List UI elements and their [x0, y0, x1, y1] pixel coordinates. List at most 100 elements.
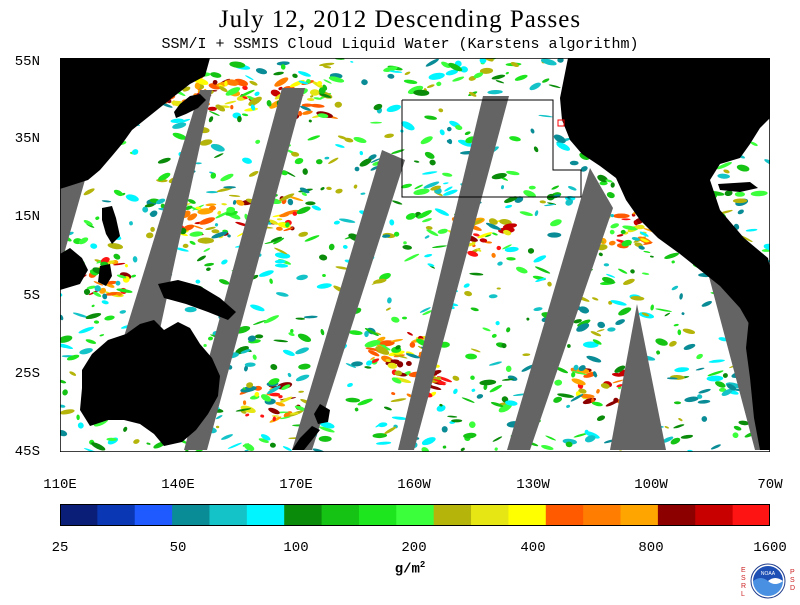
land-asia [60, 58, 210, 189]
lat-label-55n: 55N [14, 54, 40, 70]
cloud-patch [470, 375, 475, 380]
cloud-patch [211, 229, 220, 234]
cloud-patch [269, 442, 276, 448]
cloud-patch [212, 79, 218, 85]
cloud-patch [334, 101, 342, 108]
cloud-patch [519, 211, 533, 216]
colorbar-label-200: 200 [401, 540, 427, 556]
cloud-patch [144, 203, 155, 208]
cloud-patch [406, 360, 412, 367]
cloud-patch [294, 158, 304, 165]
cloud-patch [577, 319, 591, 327]
cloud-patch [673, 424, 685, 429]
cloud-patch [285, 222, 290, 228]
cloud-patch [393, 354, 408, 359]
cloud-patch [228, 194, 241, 197]
land-philippines [102, 206, 120, 244]
land-new-zealand-south [292, 426, 320, 450]
map-title: July 12, 2012 Descending Passes [218, 6, 582, 33]
cloud-patch [323, 65, 332, 69]
cloud-patch [664, 252, 679, 260]
land-japan [174, 94, 206, 118]
cloud-patch [715, 381, 726, 388]
cloud-patch [717, 173, 730, 179]
cloud-patch [491, 172, 507, 180]
cloud-patch [333, 220, 340, 225]
cloud-patch [85, 312, 102, 320]
cloud-patch [402, 316, 407, 320]
cloud-patch [214, 223, 219, 227]
cloud-patch [578, 306, 590, 314]
cloud-patch [375, 422, 384, 428]
colorbar-segment [246, 504, 285, 526]
cloud-patch [106, 437, 117, 442]
cloud-patch [590, 331, 602, 337]
cloud-patch [266, 100, 272, 107]
cloud-patch [498, 403, 512, 413]
land-new-guinea [158, 280, 236, 320]
cloud-patch [60, 344, 67, 349]
cloud-patch [573, 364, 579, 371]
cloud-patch [438, 108, 444, 113]
cloud-patch [254, 391, 260, 397]
cloud-patch [719, 387, 727, 392]
cloud-patch [389, 70, 403, 73]
cloud-patch [221, 434, 233, 440]
cloud-liquid-water-map [60, 58, 770, 452]
cloud-patch [172, 122, 187, 129]
cloud-patch [260, 434, 271, 441]
cloud-patch [116, 274, 127, 279]
cloud-patch [319, 421, 335, 429]
no-data-swaths [60, 88, 770, 450]
cloud-patch [470, 348, 481, 353]
cloud-patch [655, 338, 668, 346]
cloud-patch [666, 377, 678, 380]
cloud-patch [494, 447, 498, 451]
colorbar-segment [433, 504, 472, 526]
cloud-patch [227, 442, 242, 449]
cloud-patch [273, 237, 285, 245]
cloud-patch [364, 340, 381, 348]
cloud-patch [319, 62, 335, 67]
cloud-patch [308, 119, 312, 123]
cloud-patch [149, 210, 158, 217]
colorbar-segment [396, 504, 435, 526]
cloud-patch [510, 62, 519, 67]
cloud-patch [573, 319, 582, 324]
colorbar [60, 504, 770, 526]
cloud-patch [522, 353, 531, 357]
cloud-patch [221, 203, 227, 206]
colorbar-segment [471, 504, 509, 526]
cloud-patch [584, 429, 589, 435]
cloud-patch [610, 213, 614, 218]
cloud-patch [437, 381, 446, 386]
no-data-swath [184, 88, 305, 450]
cloud-patch [83, 288, 91, 295]
cloud-patch [390, 398, 407, 402]
cloud-patch [223, 186, 237, 189]
cloud-patch [382, 234, 391, 238]
cloud-patch [60, 343, 73, 350]
cloud-patch [726, 383, 737, 391]
cloud-patch [255, 139, 261, 144]
cloud-patch [473, 72, 484, 79]
cloud-patch [287, 198, 294, 206]
cloud-patch [468, 91, 477, 97]
cloud-patch [557, 393, 575, 398]
cloud-patch [606, 192, 615, 199]
cloud-patch [298, 363, 311, 370]
cloud-patch [424, 253, 433, 258]
cloud-patch [225, 87, 241, 96]
cloud-patch [295, 347, 309, 355]
cloud-patch [221, 259, 228, 265]
cloud-patch [208, 336, 213, 341]
cloud-patch [716, 161, 732, 170]
cloud-patch [567, 344, 571, 348]
cloud-patch [259, 270, 274, 277]
cloud-patch [132, 256, 138, 263]
cloud-patch [205, 203, 217, 207]
cloud-patch [424, 115, 437, 120]
cloud-patch [157, 157, 171, 164]
lat-label-25s: 25S [14, 366, 40, 382]
cloud-patch [319, 254, 328, 261]
